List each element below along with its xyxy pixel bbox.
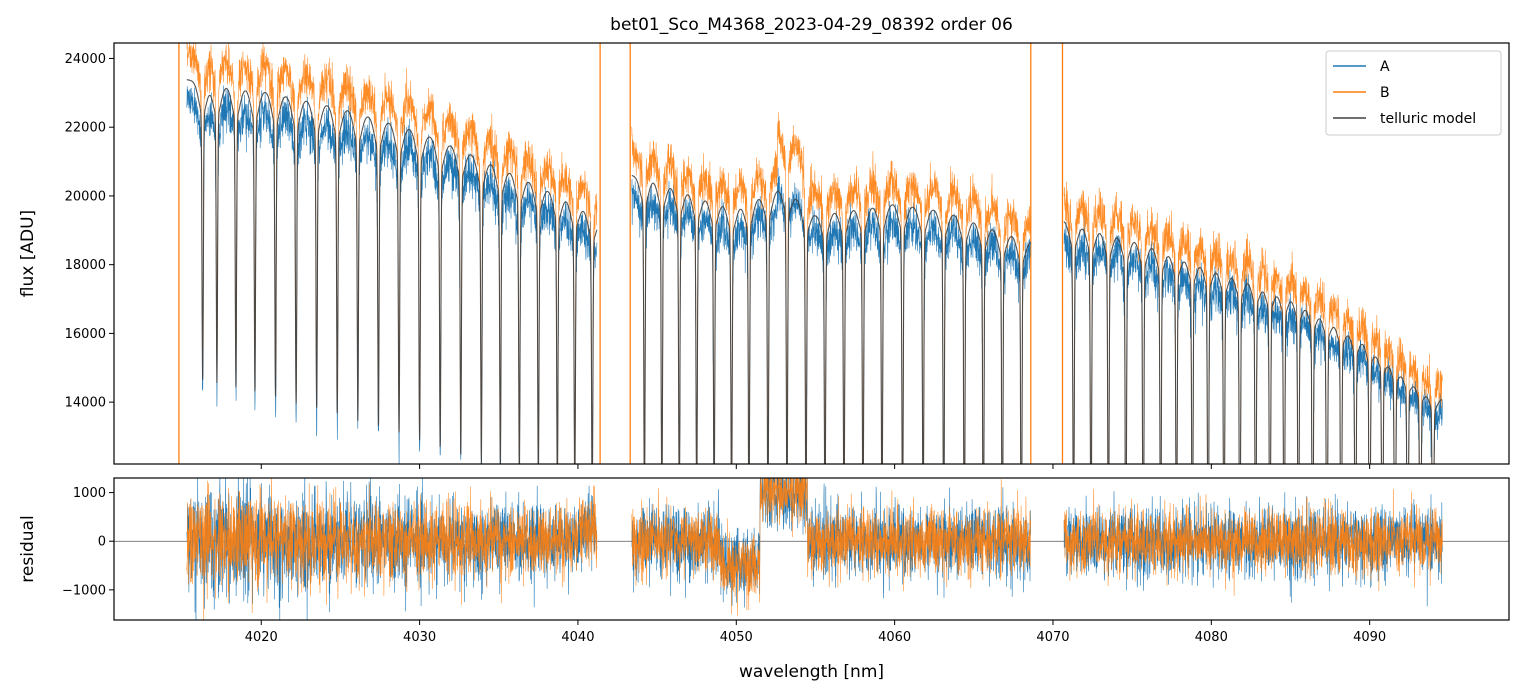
y-tick-label: 1000 [73, 486, 106, 501]
residual-x-axis: 4020 4030 4040 4050 4060 4070 4080 4090 [245, 620, 1386, 645]
flux-panel: 14000 16000 18000 20000 22000 24000 flux [ADU… [18, 42, 1510, 469]
x-tick-label: 4050 [720, 630, 753, 645]
y-tick-label: 14000 [65, 396, 106, 411]
residual-y-axis: −1000 0 1000 [62, 486, 114, 598]
y-tick-label: 18000 [65, 258, 106, 273]
y-tick-label: −1000 [62, 583, 106, 598]
x-tick-label: 4070 [1036, 630, 1069, 645]
residual-b-line [186, 478, 598, 620]
y-tick-label: 20000 [65, 189, 106, 204]
series-b-line [186, 43, 598, 464]
flux-y-axis: 14000 16000 18000 20000 22000 24000 [65, 52, 114, 411]
telluric-model-line [631, 174, 1031, 464]
x-tick-label: 4090 [1353, 630, 1386, 645]
series-a-line [186, 85, 598, 464]
flux-y-label: flux [ADU] [18, 210, 38, 297]
x-tick-label: 4030 [403, 630, 436, 645]
y-tick-label: 22000 [65, 121, 106, 136]
y-tick-label: 0 [98, 535, 106, 550]
legend-label: B [1380, 85, 1390, 101]
x-tick-label: 4040 [561, 630, 594, 645]
series-b-line [631, 112, 1031, 464]
flux-plot-area [178, 43, 1443, 464]
residual-b-line [1063, 488, 1443, 596]
flux-x-ticks [260, 464, 1371, 469]
y-tick-label: 24000 [65, 52, 106, 67]
chart-title: bet01_Sco_M4368_2023-04-29_08392 order 0… [610, 15, 1013, 35]
x-axis-label: wavelength [nm] [739, 662, 884, 682]
legend-box [1325, 50, 1502, 136]
residual-b-line [631, 478, 1031, 616]
x-tick-label: 4020 [245, 630, 278, 645]
x-tick-label: 4080 [1195, 630, 1228, 645]
telluric-model-line [186, 79, 598, 464]
residual-axes-frame [113, 477, 1510, 621]
y-tick-label: 16000 [65, 327, 106, 342]
legend-label: telluric model [1380, 111, 1476, 127]
x-tick-label: 4060 [878, 630, 911, 645]
residual-y-label: residual [18, 515, 38, 582]
legend-label: A [1380, 59, 1390, 75]
residual-plot-area [114, 478, 1509, 620]
telluric-model-line [1063, 221, 1443, 464]
flux-axes-frame [113, 42, 1510, 465]
